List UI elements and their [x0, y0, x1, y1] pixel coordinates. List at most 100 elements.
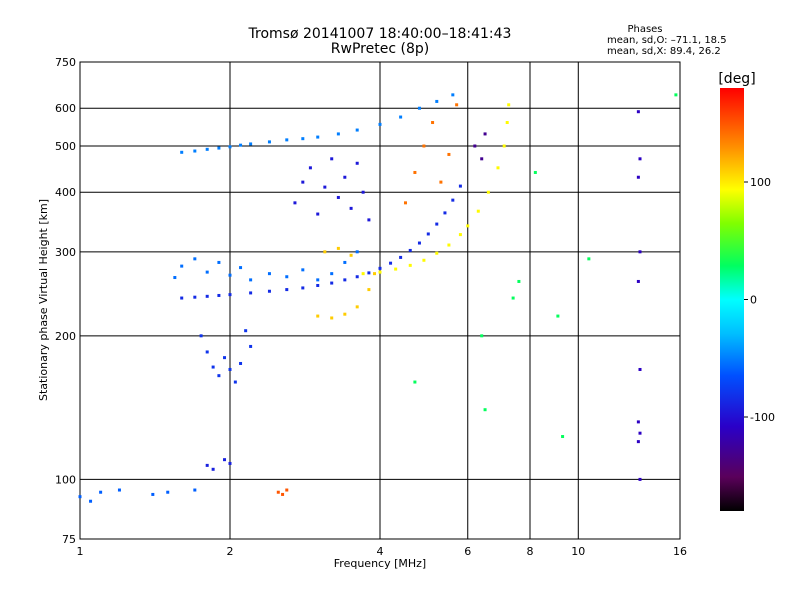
- data-point: [638, 367, 642, 371]
- data-point: [78, 495, 82, 499]
- data-point: [117, 488, 121, 492]
- data-point: [486, 190, 490, 194]
- data-point: [211, 467, 215, 471]
- data-point: [249, 278, 253, 282]
- data-point: [217, 374, 221, 378]
- data-point: [249, 142, 253, 146]
- data-point: [228, 293, 232, 297]
- data-point: [301, 286, 305, 290]
- data-point: [267, 140, 271, 144]
- data-point: [674, 93, 678, 97]
- data-point: [166, 490, 170, 494]
- data-point: [451, 93, 455, 97]
- y-tick-label: 600: [55, 102, 76, 115]
- data-point: [205, 270, 209, 274]
- data-point: [323, 250, 327, 254]
- data-point: [373, 272, 377, 276]
- data-point: [205, 147, 209, 151]
- data-point: [517, 279, 521, 283]
- data-point: [480, 334, 484, 338]
- data-point: [636, 175, 640, 179]
- data-point: [301, 180, 305, 184]
- data-point: [228, 145, 232, 149]
- data-point: [413, 380, 417, 384]
- data-point: [638, 250, 642, 254]
- data-point: [199, 334, 203, 338]
- data-point: [447, 152, 451, 156]
- data-point: [431, 121, 435, 125]
- data-point: [281, 492, 285, 496]
- data-point: [435, 222, 439, 226]
- data-point: [285, 275, 289, 279]
- data-point: [228, 461, 232, 465]
- data-point: [422, 144, 426, 148]
- data-point: [355, 305, 359, 309]
- x-tick-label: 6: [464, 545, 471, 558]
- data-point: [399, 115, 403, 119]
- data-point: [276, 490, 280, 494]
- data-point: [316, 283, 320, 287]
- data-point: [638, 431, 642, 435]
- data-point: [473, 144, 477, 148]
- data-point: [173, 276, 177, 280]
- grid: [80, 62, 680, 539]
- data-point: [355, 128, 359, 132]
- phases-title: Phases: [627, 24, 662, 35]
- data-point: [638, 477, 642, 481]
- data-point: [343, 175, 347, 179]
- data-point: [361, 272, 365, 276]
- colorbar-tick-label: 0: [750, 294, 757, 307]
- y-tick-label: 200: [55, 330, 76, 343]
- data-point: [408, 263, 412, 267]
- data-point: [249, 344, 253, 348]
- data-point: [330, 272, 334, 276]
- data-point: [308, 166, 312, 170]
- colorbar-label: [deg]: [718, 71, 755, 87]
- data-point: [316, 314, 320, 318]
- data-point: [451, 198, 455, 202]
- data-point: [417, 241, 421, 245]
- data-point: [239, 266, 243, 270]
- y-tick-label: 300: [55, 246, 76, 259]
- data-point: [330, 157, 334, 161]
- colorbar-tick-label: -100: [750, 411, 775, 424]
- data-point: [233, 380, 237, 384]
- data-point: [180, 264, 184, 268]
- x-axis: 1 2 4 6 8 10 16: [77, 545, 688, 558]
- data-point: [323, 185, 327, 189]
- data-point: [443, 211, 447, 215]
- data-point: [413, 170, 417, 174]
- y-axis-label: Stationary phase Virtual Height [km]: [37, 199, 50, 401]
- data-point: [193, 488, 197, 492]
- data-point: [636, 420, 640, 424]
- data-point: [480, 157, 484, 161]
- data-point: [349, 253, 353, 257]
- data-point: [193, 257, 197, 261]
- data-point: [249, 291, 253, 295]
- data-point: [193, 149, 197, 153]
- data-point: [217, 260, 221, 264]
- data-point: [458, 184, 462, 188]
- data-point: [316, 278, 320, 282]
- x-tick-label: 1: [77, 545, 84, 558]
- data-point: [336, 195, 340, 199]
- data-point: [267, 289, 271, 293]
- data-point: [355, 275, 359, 279]
- data-point: [193, 295, 197, 299]
- data-point: [336, 246, 340, 250]
- data-point: [205, 463, 209, 467]
- data-point: [205, 350, 209, 354]
- data-point: [349, 206, 353, 210]
- data-point: [285, 288, 289, 292]
- data-point: [636, 110, 640, 114]
- data-point: [361, 190, 365, 194]
- data-point: [556, 314, 560, 318]
- data-point: [439, 180, 443, 184]
- data-point: [223, 356, 227, 360]
- data-point: [378, 122, 382, 126]
- y-tick-label: 500: [55, 140, 76, 153]
- data-point: [355, 161, 359, 165]
- data-point: [483, 408, 487, 412]
- data-point: [505, 121, 509, 125]
- data-point: [228, 273, 232, 277]
